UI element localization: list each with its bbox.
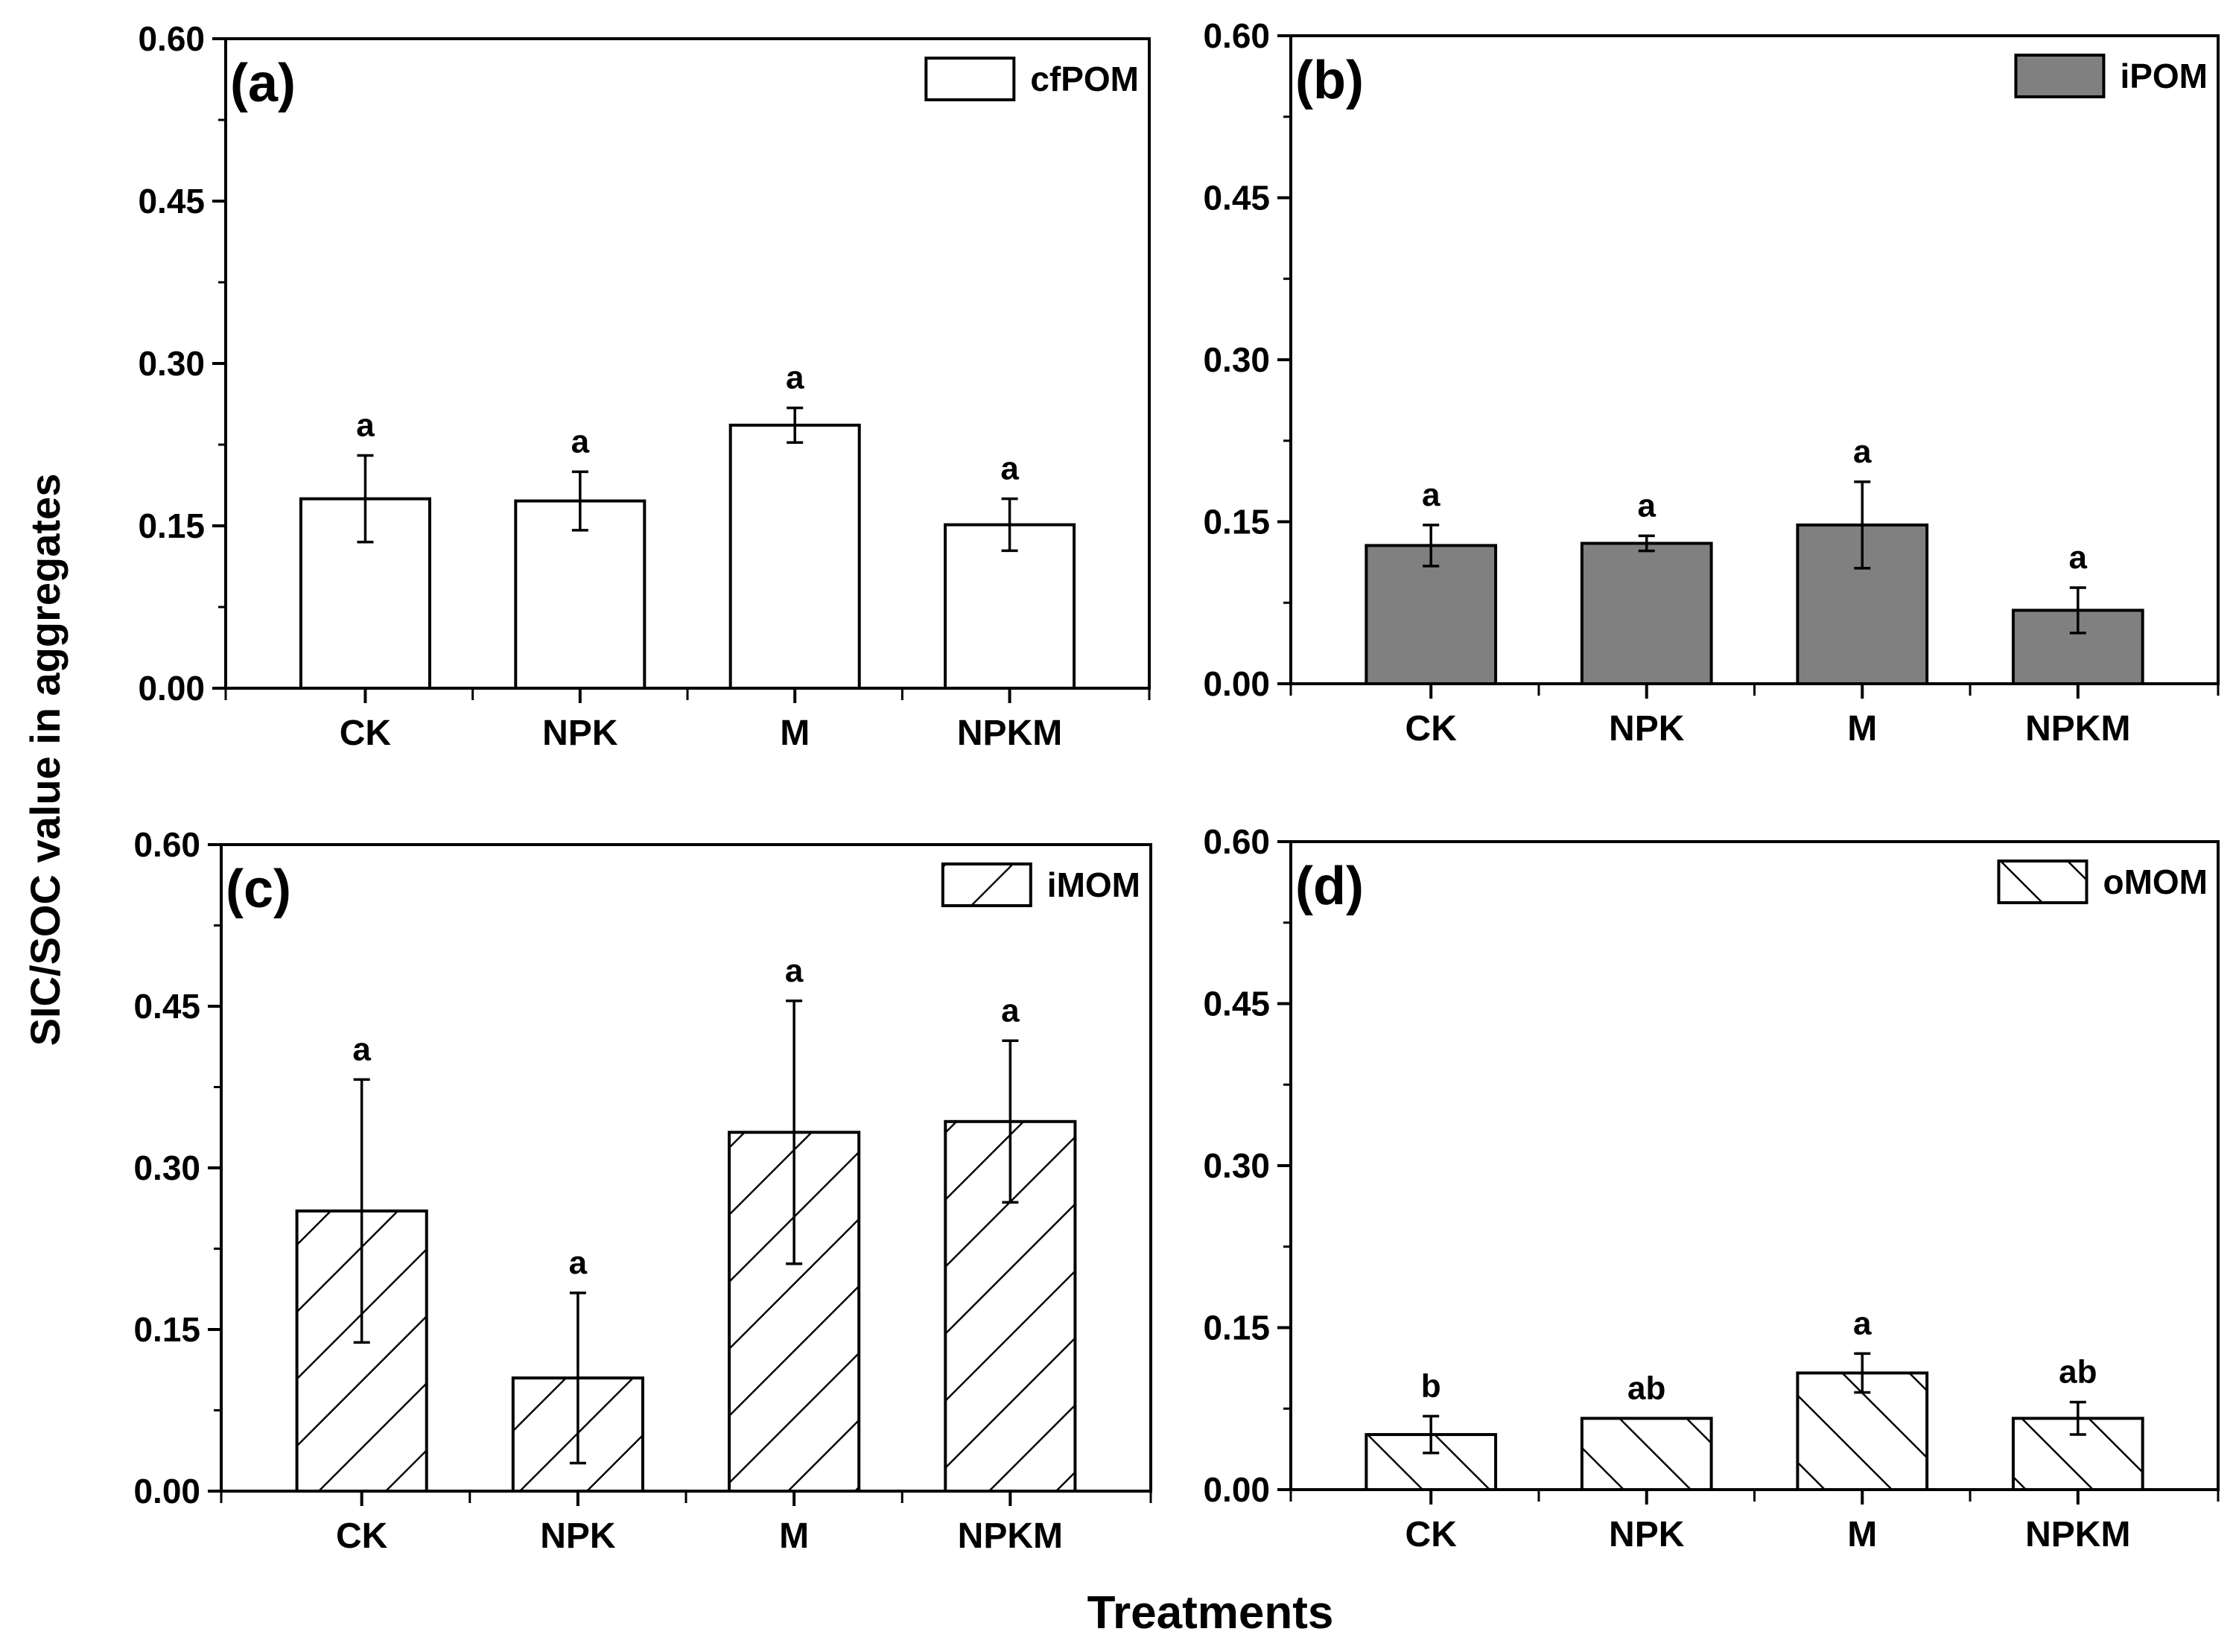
- x-tick-label-M: M: [780, 714, 810, 753]
- panel-iMOM: 0.00 0.15 0.30 0.45 0.60 CK a NPK a Ma NPKM a (c) iMO…: [133, 825, 1152, 1556]
- y-tick-label: 0.60: [1203, 16, 1270, 55]
- y-tick-label: 0.60: [138, 19, 205, 58]
- panel-label: (a): [230, 54, 296, 113]
- panel-label: (d): [1295, 857, 1364, 916]
- y-tick-label: 0.00: [138, 669, 205, 708]
- x-tick-label-NPK: NPK: [1609, 709, 1685, 749]
- significance-label-CK: a: [356, 407, 375, 444]
- legend-swatch: [2014, 54, 2106, 98]
- significance-label-NPKM: a: [2069, 539, 2088, 576]
- legend-swatch: [1997, 860, 2089, 904]
- significance-label-NPK: a: [569, 1245, 588, 1281]
- y-tick-label: 0.45: [1203, 985, 1270, 1023]
- x-axis-title: Treatments: [1087, 1587, 1334, 1639]
- y-tick-label: 0.15: [138, 506, 205, 545]
- significance-label-CK: a: [1422, 477, 1441, 513]
- significance-label-CK: b: [1421, 1367, 1441, 1404]
- panel-cfPOM: 0.00 0.15 0.30 0.45 0.60 CK a NPK a Ma NPKM a (a) cfP…: [138, 19, 1151, 753]
- y-tick-label: 0.45: [1203, 179, 1270, 217]
- x-tick-label-CK: CK: [340, 714, 392, 753]
- x-tick-label-M: M: [1847, 709, 1877, 749]
- significance-label-M: a: [785, 953, 804, 989]
- panel-label: (b): [1295, 51, 1364, 110]
- y-tick-label: 0.30: [1203, 1146, 1270, 1185]
- x-tick-label-NPK: NPK: [1609, 1515, 1685, 1554]
- bar-NPK: [514, 499, 647, 690]
- panel-iPOM: 0.00 0.15 0.30 0.45 0.60 CK a NPK a Ma NPKM a (b) iPO…: [1203, 16, 2220, 749]
- significance-label-M: a: [786, 360, 804, 396]
- x-tick-label-NPK: NPK: [542, 714, 618, 753]
- bar-NPK: [1580, 1417, 1713, 1492]
- significance-label-NPKM: a: [1000, 451, 1019, 487]
- legend-swatch: [924, 57, 1016, 101]
- y-tick-label: 0.45: [133, 987, 200, 1026]
- x-tick-label-CK: CK: [1405, 1515, 1458, 1554]
- significance-label-CK: a: [352, 1031, 371, 1067]
- y-tick-label: 0.00: [133, 1472, 200, 1510]
- significance-label-NPK: a: [1637, 487, 1656, 524]
- x-tick-label-NPKM: NPKM: [2025, 709, 2130, 749]
- bar-M: [728, 423, 861, 690]
- y-tick-label: 0.45: [138, 182, 205, 220]
- y-tick-label: 0.30: [133, 1149, 200, 1187]
- legend-label: iPOM: [2120, 57, 2208, 95]
- significance-label-NPKM: ab: [2059, 1354, 2097, 1391]
- bar-CK: [1365, 544, 1498, 686]
- y-tick-label: 0.00: [1203, 664, 1270, 703]
- x-tick-label-NPKM: NPKM: [958, 1516, 1063, 1556]
- y-tick-label: 0.15: [1203, 503, 1270, 541]
- x-tick-label-M: M: [1847, 1515, 1877, 1554]
- y-tick-label: 0.60: [133, 825, 200, 864]
- x-tick-label-NPK: NPK: [540, 1516, 616, 1556]
- legend-label: cfPOM: [1030, 60, 1139, 98]
- y-tick-label: 0.60: [1203, 822, 1270, 861]
- bar-NPK: [1580, 541, 1713, 685]
- x-tick-label-CK: CK: [1405, 709, 1458, 749]
- significance-label-M: a: [1853, 1305, 1872, 1341]
- x-tick-label-NPKM: NPKM: [957, 714, 1062, 753]
- x-tick-label-NPKM: NPKM: [2025, 1515, 2130, 1554]
- y-tick-label: 0.15: [133, 1310, 200, 1349]
- x-tick-label-M: M: [779, 1516, 809, 1556]
- panel-oMOM: 0.00 0.15 0.30 0.45 0.60 CK b NPK ab Ma NPKM ab (d) o…: [1203, 822, 2220, 1554]
- significance-label-M: a: [1853, 433, 1872, 470]
- y-tick-label: 0.30: [1203, 340, 1270, 379]
- significance-label-NPK: a: [571, 423, 590, 460]
- y-tick-label: 0.30: [138, 344, 205, 383]
- x-tick-label-CK: CK: [336, 1516, 388, 1556]
- y-axis-title: SIC/SOC value in aggregates: [22, 474, 69, 1046]
- significance-label-NPKM: a: [1001, 992, 1020, 1029]
- y-tick-label: 0.15: [1203, 1309, 1270, 1347]
- significance-label-NPK: ab: [1627, 1370, 1665, 1406]
- legend-label: iMOM: [1047, 865, 1140, 904]
- panel-label: (c): [226, 860, 291, 919]
- y-tick-label: 0.00: [1203, 1470, 1270, 1509]
- legend-label: oMOM: [2103, 862, 2208, 901]
- legend-swatch: [941, 862, 1032, 907]
